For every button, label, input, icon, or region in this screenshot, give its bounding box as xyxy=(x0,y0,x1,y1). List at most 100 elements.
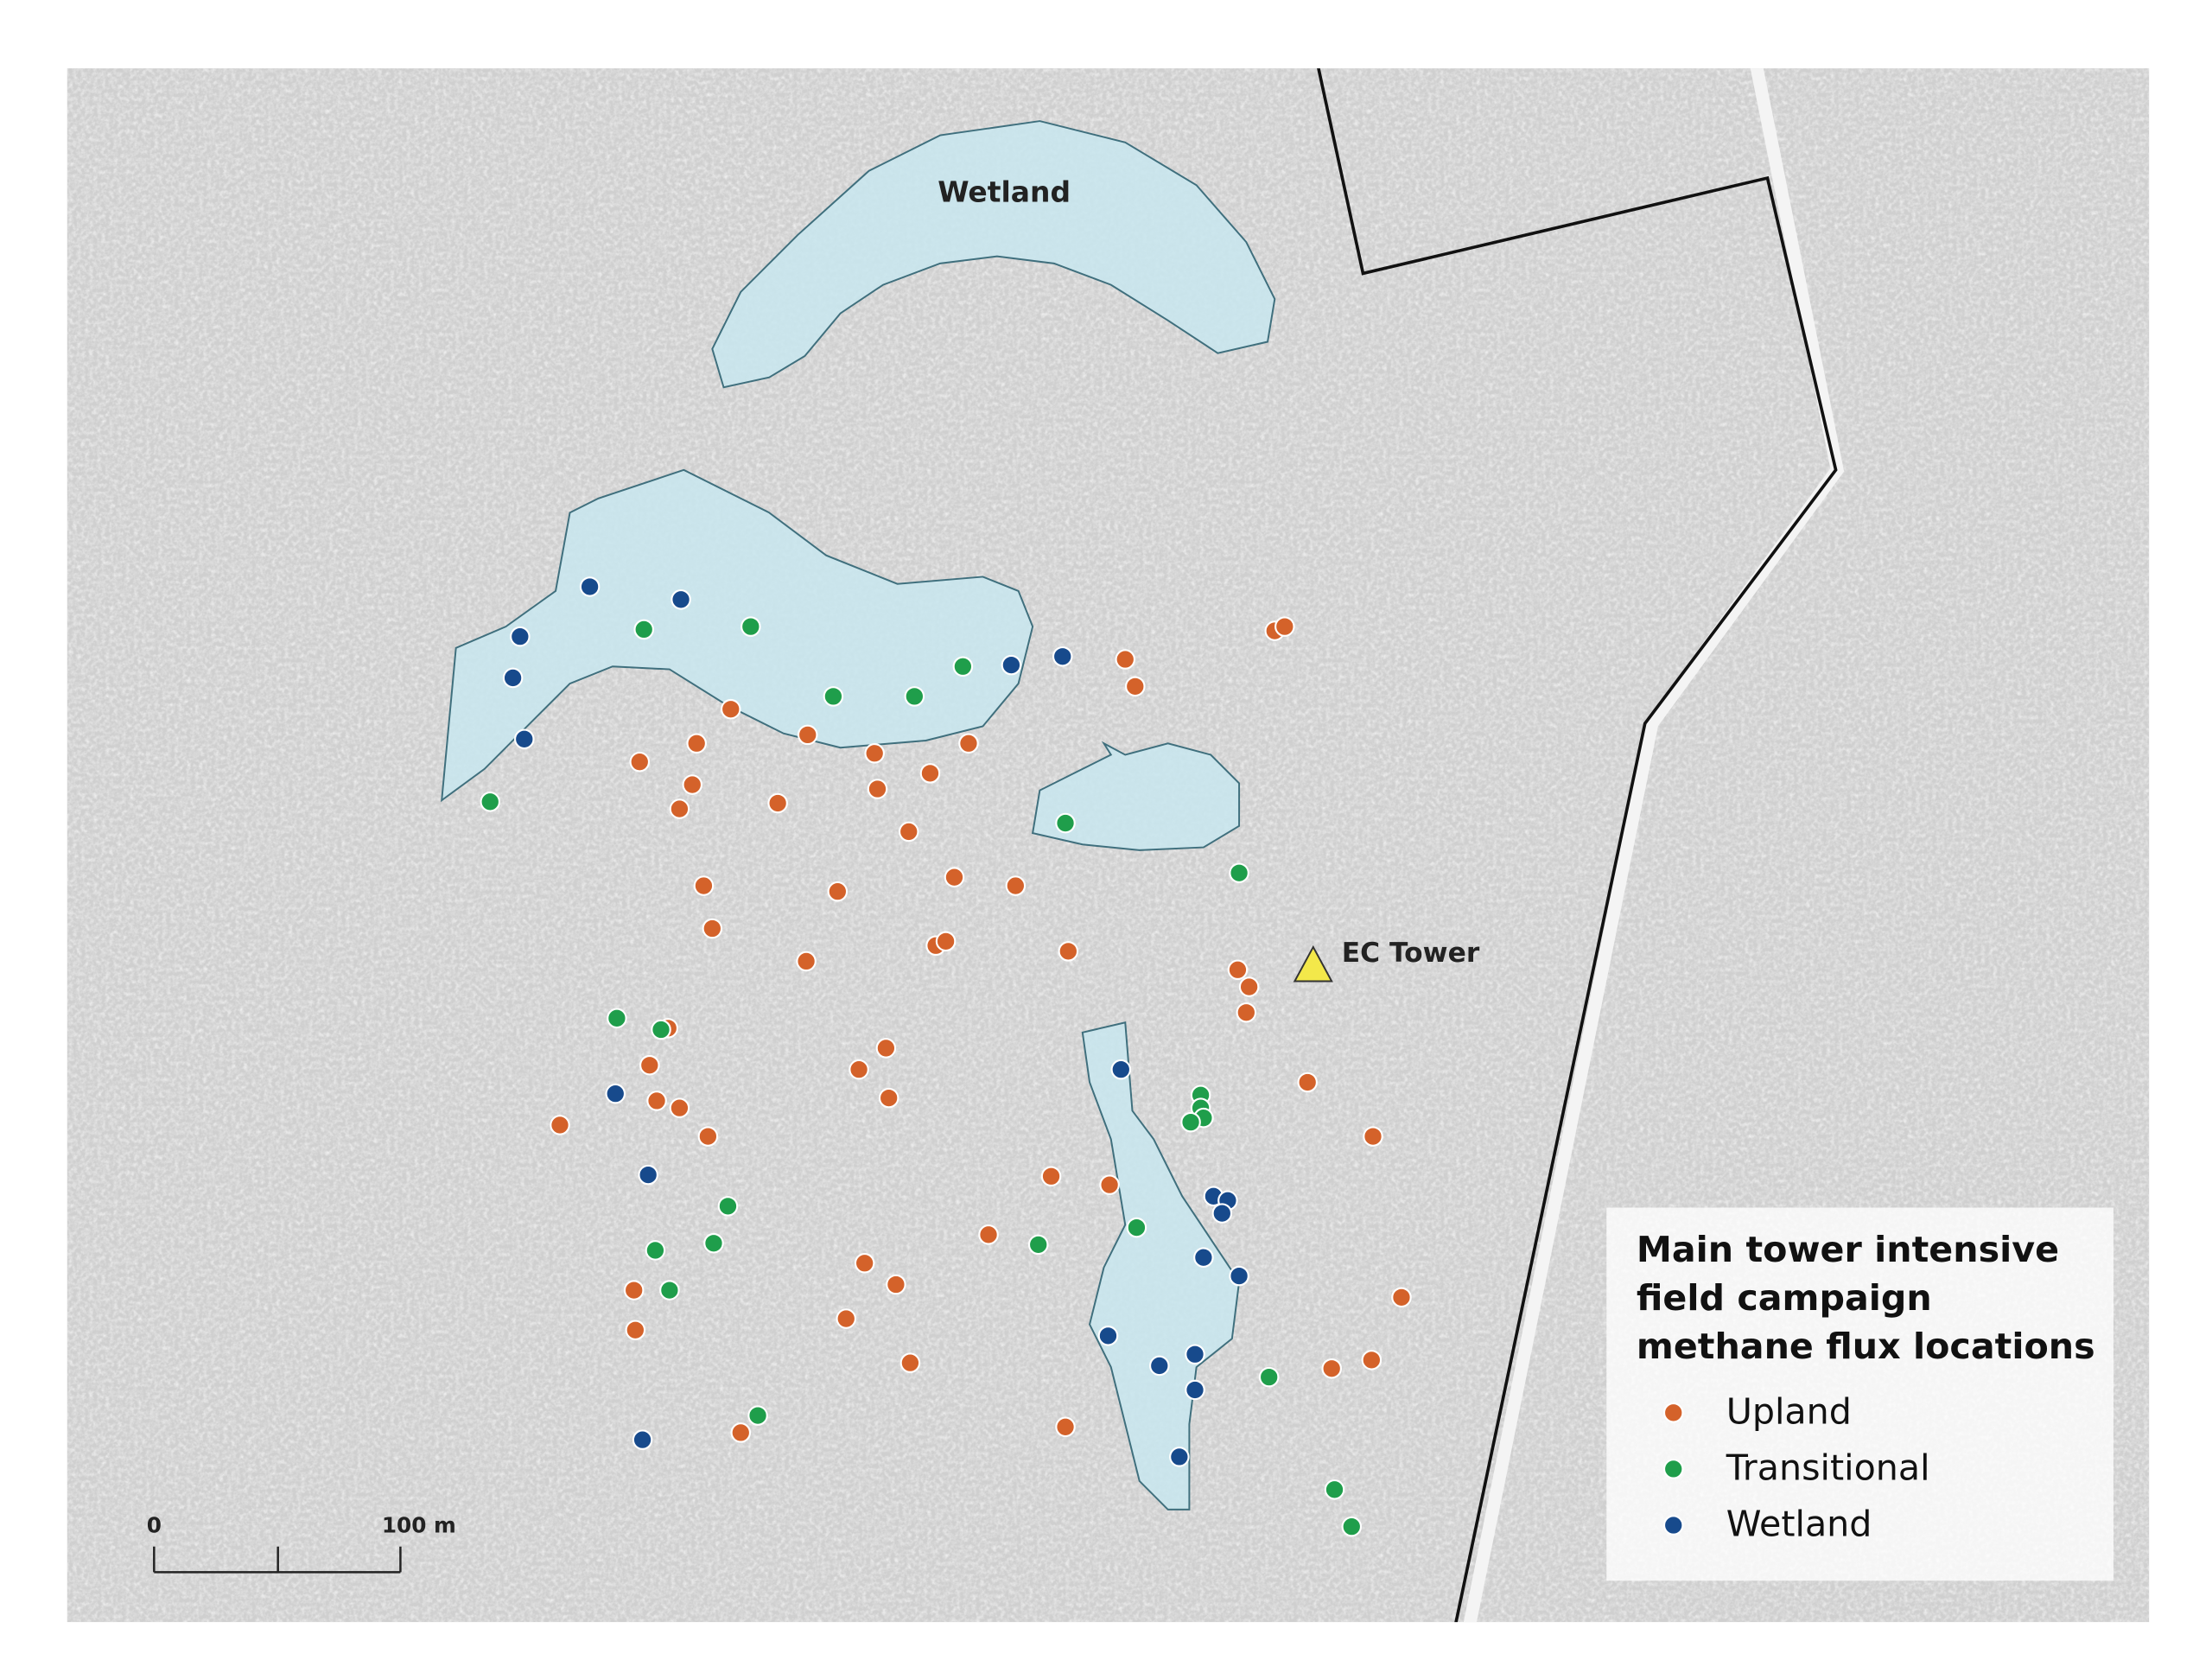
sample-point xyxy=(747,1405,768,1426)
sample-point xyxy=(875,1038,897,1059)
sample-point xyxy=(607,1008,627,1029)
legend-marker xyxy=(1662,1402,1684,1423)
sample-point xyxy=(1115,649,1136,670)
legend-box xyxy=(1606,1207,2113,1581)
sample-point xyxy=(1001,654,1022,676)
sample-point xyxy=(797,724,818,746)
sample-point xyxy=(827,881,849,902)
sample-point xyxy=(605,1083,626,1104)
sample-point xyxy=(944,867,965,887)
sample-point xyxy=(646,1091,667,1111)
sample-point xyxy=(1125,676,1146,697)
sample-point xyxy=(1058,941,1079,962)
sample-point xyxy=(633,619,655,640)
sample-point xyxy=(1274,616,1295,637)
sample-point xyxy=(919,763,941,784)
sample-point xyxy=(767,792,788,814)
sample-point xyxy=(796,951,817,972)
map-features xyxy=(441,68,1845,1623)
sample-point xyxy=(579,576,601,597)
sample-point xyxy=(1321,1358,1342,1379)
sample-point xyxy=(898,821,919,843)
sample-point xyxy=(1211,1203,1233,1224)
legend-marker xyxy=(1662,1459,1684,1479)
sample-point xyxy=(1258,1366,1280,1388)
sample-point xyxy=(978,1224,999,1245)
road xyxy=(1463,68,1845,1623)
wetland-area xyxy=(1031,741,1241,851)
sample-point xyxy=(823,686,844,707)
sample-point xyxy=(1361,1350,1382,1371)
sample-point xyxy=(697,1126,719,1147)
sample-point xyxy=(730,1422,752,1443)
sample-point xyxy=(1040,1166,1062,1187)
sample-point xyxy=(669,798,690,819)
sample-point xyxy=(878,1087,899,1109)
sample-point xyxy=(1055,1416,1076,1438)
sample-point xyxy=(1110,1059,1132,1080)
scale-label: 0 xyxy=(147,1513,162,1538)
sample-point xyxy=(958,733,979,754)
sample-point xyxy=(1227,959,1249,981)
sample-point xyxy=(1324,1479,1345,1500)
wetland-area xyxy=(711,120,1276,389)
sample-point xyxy=(720,698,741,720)
sample-point xyxy=(671,589,691,610)
sample-point xyxy=(639,1054,660,1076)
tower-label: EC Tower xyxy=(1342,938,1480,969)
scale-bar: 0 100 m xyxy=(147,1513,456,1574)
sample-point xyxy=(480,792,501,812)
sample-point xyxy=(514,728,535,750)
sample-point xyxy=(629,751,651,773)
sample-point xyxy=(669,1097,690,1118)
sample-point xyxy=(1236,1002,1257,1023)
sample-point xyxy=(659,1280,680,1301)
sample-point xyxy=(717,1196,739,1217)
sample-point xyxy=(632,1429,653,1450)
sample-point xyxy=(952,656,974,677)
sample-point xyxy=(1391,1287,1412,1308)
sample-point xyxy=(1149,1355,1170,1377)
sample-point xyxy=(935,931,957,952)
legend-title-box: Main tower intensive field campaign meth… xyxy=(1637,1229,2095,1367)
sample-point xyxy=(510,626,531,647)
sample-point xyxy=(702,918,723,939)
legend-label: Transitional xyxy=(1726,1447,1930,1489)
sample-point xyxy=(1099,1174,1120,1195)
boundary xyxy=(1317,68,1838,1623)
scale-label: 100 m xyxy=(382,1513,456,1538)
sample-point xyxy=(741,616,761,637)
sample-point xyxy=(849,1059,869,1080)
sample-point xyxy=(645,1240,666,1261)
sample-point xyxy=(836,1308,857,1329)
sample-point xyxy=(1185,1344,1205,1365)
sample-point xyxy=(1185,1379,1205,1401)
sample-point xyxy=(623,1280,645,1301)
sample-point xyxy=(1027,1234,1049,1256)
sample-point xyxy=(867,779,888,799)
wetland-area xyxy=(441,468,1034,803)
sample-point xyxy=(904,686,925,707)
sample-point xyxy=(1055,812,1076,834)
sample-point xyxy=(1193,1247,1214,1268)
sample-point xyxy=(502,667,524,689)
sample-point xyxy=(1238,976,1260,997)
sample-point xyxy=(864,743,885,764)
sample-point xyxy=(1363,1126,1383,1147)
sample-point xyxy=(651,1019,671,1040)
sample-point xyxy=(550,1115,570,1135)
sample-point xyxy=(854,1252,875,1274)
sample-point xyxy=(1297,1072,1318,1093)
sample-point xyxy=(1005,875,1027,896)
sample-point xyxy=(693,875,715,896)
sample-point xyxy=(1229,862,1249,884)
legend-label: Upland xyxy=(1726,1390,1852,1432)
legend: Main tower intensive field campaign meth… xyxy=(1606,1207,2113,1581)
sample-point xyxy=(1229,1265,1249,1287)
sample-point xyxy=(1341,1516,1363,1537)
wetland-area xyxy=(1081,1021,1241,1510)
sample-point xyxy=(1126,1217,1147,1238)
tower-marker xyxy=(1293,944,1333,983)
